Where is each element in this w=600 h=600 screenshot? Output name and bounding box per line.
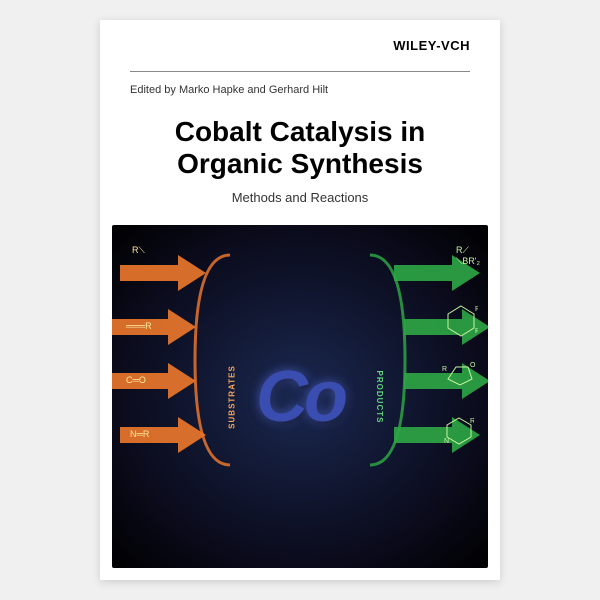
editors-prefix: Edited by bbox=[130, 84, 176, 96]
substrate-arrow-1 bbox=[118, 253, 208, 293]
substrate-arrow-3 bbox=[112, 361, 198, 401]
formula-substrate-3: C═O bbox=[126, 375, 146, 385]
svg-text:R: R bbox=[442, 366, 447, 373]
title-line-2: Organic Synthesis bbox=[130, 148, 470, 180]
editors-names: Marko Hapke and Gerhard Hilt bbox=[179, 84, 328, 96]
svg-text:R: R bbox=[470, 418, 474, 425]
cobalt-symbol: Co bbox=[256, 356, 344, 438]
divider-line bbox=[130, 71, 470, 72]
products-label: PRODUCTS bbox=[375, 370, 384, 423]
title-line-1: Cobalt Catalysis in bbox=[130, 116, 470, 148]
formula-substrate-2: ═══R bbox=[126, 321, 152, 331]
formula-product-3: R O bbox=[442, 359, 478, 389]
book-cover: WILEY-VCH Edited by Marko Hapke and Gerh… bbox=[100, 20, 500, 580]
book-title: Cobalt Catalysis in Organic Synthesis bbox=[130, 116, 470, 180]
formula-product-4: N R bbox=[444, 415, 474, 445]
svg-text:N: N bbox=[444, 438, 449, 445]
formula-substrate-1: R⟍ bbox=[132, 245, 145, 256]
publisher-logo: WILEY-VCH bbox=[130, 38, 470, 53]
formula-product-2: R R bbox=[444, 303, 478, 337]
editors-line: Edited by Marko Hapke and Gerhard Hilt bbox=[130, 84, 470, 96]
formula-product-1: R⟋⟍BR'₂ bbox=[456, 245, 480, 267]
svg-text:O: O bbox=[470, 362, 476, 369]
svg-text:R: R bbox=[475, 328, 478, 335]
substrate-arrow-2 bbox=[112, 307, 198, 347]
substrates-label: SUBSTRATES bbox=[227, 365, 236, 429]
book-subtitle: Methods and Reactions bbox=[130, 190, 470, 205]
svg-text:R: R bbox=[475, 306, 478, 313]
header-area: WILEY-VCH Edited by Marko Hapke and Gerh… bbox=[100, 20, 500, 225]
formula-substrate-4: N═R bbox=[130, 429, 149, 439]
cover-illustration: Co SUBSTRATES PRODUCTS bbox=[112, 225, 488, 568]
